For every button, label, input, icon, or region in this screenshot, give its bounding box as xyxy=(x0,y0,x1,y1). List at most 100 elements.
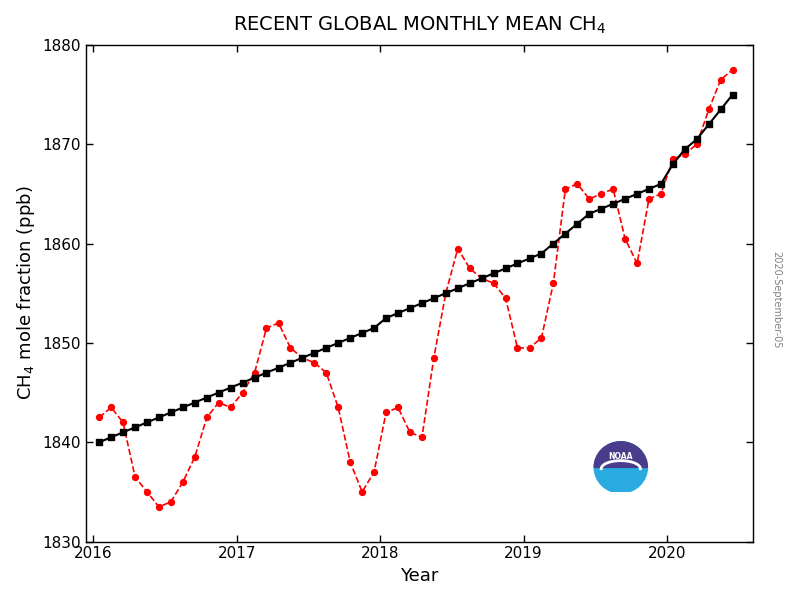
Point xyxy=(356,328,369,338)
Point xyxy=(678,145,691,154)
Point xyxy=(201,393,214,403)
Point xyxy=(380,313,393,323)
Point xyxy=(511,259,524,268)
Point xyxy=(427,293,440,303)
Point xyxy=(344,333,357,343)
Point xyxy=(571,179,584,189)
Point xyxy=(320,343,333,353)
Point xyxy=(93,437,106,447)
Point xyxy=(212,388,225,397)
Point xyxy=(177,403,190,412)
Point xyxy=(427,353,440,362)
Point xyxy=(666,154,679,164)
Point xyxy=(714,104,727,114)
Point xyxy=(547,278,560,288)
Point xyxy=(248,368,261,377)
Point xyxy=(415,298,428,308)
Point xyxy=(392,308,405,318)
Point xyxy=(714,75,727,85)
Point xyxy=(129,422,142,432)
Point xyxy=(451,244,464,253)
Point xyxy=(439,289,452,298)
Point xyxy=(212,398,225,407)
Point xyxy=(702,119,715,129)
Point xyxy=(595,189,608,199)
Point xyxy=(523,343,536,353)
Point xyxy=(559,229,572,238)
Text: NOAA: NOAA xyxy=(609,452,633,461)
Point xyxy=(332,403,345,412)
Point xyxy=(475,274,488,283)
Point xyxy=(165,497,178,506)
Point xyxy=(141,418,154,427)
Point xyxy=(487,269,500,278)
Y-axis label: CH$_4$ mole fraction (ppb): CH$_4$ mole fraction (ppb) xyxy=(15,186,37,400)
Title: RECENT GLOBAL MONTHLY MEAN CH$_4$: RECENT GLOBAL MONTHLY MEAN CH$_4$ xyxy=(233,15,606,36)
Point xyxy=(105,433,118,442)
Point xyxy=(392,403,405,412)
Point xyxy=(499,263,512,273)
Point xyxy=(487,278,500,288)
Point xyxy=(260,323,273,333)
Point xyxy=(559,184,572,194)
Text: 2020-September-05: 2020-September-05 xyxy=(771,251,781,349)
Point xyxy=(630,259,643,268)
Point xyxy=(236,378,249,388)
Point xyxy=(153,502,166,512)
Wedge shape xyxy=(594,442,647,467)
Point xyxy=(415,433,428,442)
Point xyxy=(439,289,452,298)
Point xyxy=(511,343,524,353)
Point xyxy=(380,407,393,417)
Point xyxy=(236,388,249,397)
Point xyxy=(690,134,703,144)
Point xyxy=(201,413,214,422)
Point xyxy=(272,318,285,328)
Point xyxy=(224,383,237,392)
Point xyxy=(606,184,619,194)
Point xyxy=(618,234,631,244)
Point xyxy=(499,293,512,303)
Point xyxy=(296,353,309,362)
Point xyxy=(726,90,739,100)
Point xyxy=(117,428,130,437)
Point xyxy=(224,403,237,412)
Point xyxy=(93,413,106,422)
Point xyxy=(666,159,679,169)
Point xyxy=(702,104,715,114)
Point xyxy=(535,333,548,343)
Point xyxy=(368,467,381,477)
Point xyxy=(117,418,130,427)
Point xyxy=(678,149,691,159)
Point xyxy=(618,194,631,203)
Point xyxy=(129,472,142,482)
Point xyxy=(690,139,703,149)
Point xyxy=(571,219,584,229)
Point xyxy=(606,199,619,209)
Point xyxy=(583,209,596,218)
Point xyxy=(296,353,309,362)
Point xyxy=(403,428,416,437)
Point xyxy=(260,368,273,377)
Point xyxy=(523,254,536,263)
Point xyxy=(165,407,178,417)
Point xyxy=(475,274,488,283)
Point xyxy=(105,403,118,412)
Point xyxy=(654,189,667,199)
Point xyxy=(403,304,416,313)
Point xyxy=(308,348,321,358)
Point xyxy=(595,204,608,214)
Point xyxy=(642,184,655,194)
Point xyxy=(332,338,345,348)
Point xyxy=(284,358,297,368)
Point xyxy=(547,239,560,248)
Point xyxy=(642,194,655,203)
Point xyxy=(535,249,548,259)
Point xyxy=(284,343,297,353)
Point xyxy=(272,363,285,373)
X-axis label: Year: Year xyxy=(400,567,438,585)
Point xyxy=(368,323,381,333)
Point xyxy=(188,452,201,462)
Point xyxy=(141,487,154,497)
Point xyxy=(177,477,190,487)
